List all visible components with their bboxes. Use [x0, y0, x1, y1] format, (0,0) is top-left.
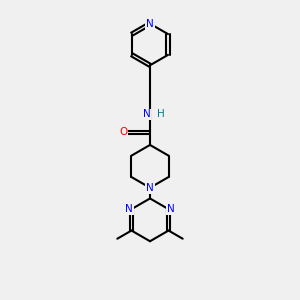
Text: H: H — [158, 109, 165, 119]
Text: N: N — [146, 19, 154, 29]
Text: N: N — [167, 204, 175, 214]
Text: N: N — [146, 183, 154, 193]
Text: N: N — [142, 109, 150, 119]
Text: N: N — [125, 204, 133, 214]
Text: O: O — [119, 127, 128, 137]
